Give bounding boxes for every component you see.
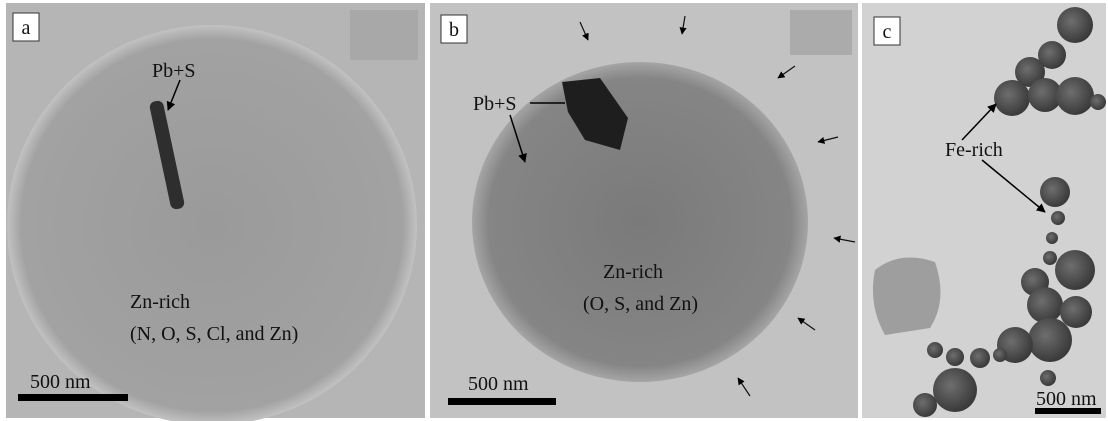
scale-bar-label: 500 nm: [1036, 388, 1097, 410]
panel-b: b Pb+S Zn-rich (O, S, and Zn) 500 nm: [430, 3, 858, 418]
panel-label: a: [22, 17, 31, 39]
scale-bar-label: 500 nm: [468, 373, 529, 395]
panel-c: c Fe-rich 500 nm: [862, 3, 1106, 418]
annotation: Zn-rich: [603, 261, 663, 283]
annotation: (N, O, S, Cl, and Zn): [130, 323, 298, 345]
scale-bar-label: 500 nm: [30, 371, 91, 393]
panel-label: b: [449, 19, 459, 41]
panel-a: a Pb+S Zn-rich (N, O, S, Cl, and Zn) 500…: [6, 3, 425, 421]
annotation: Zn-rich: [130, 291, 190, 313]
panel-label: c: [883, 21, 892, 43]
annotation: Pb+S: [473, 93, 517, 115]
annotation: (O, S, and Zn): [583, 293, 698, 315]
annotation: Pb+S: [152, 60, 196, 82]
annotation: Fe-rich: [945, 139, 1003, 161]
